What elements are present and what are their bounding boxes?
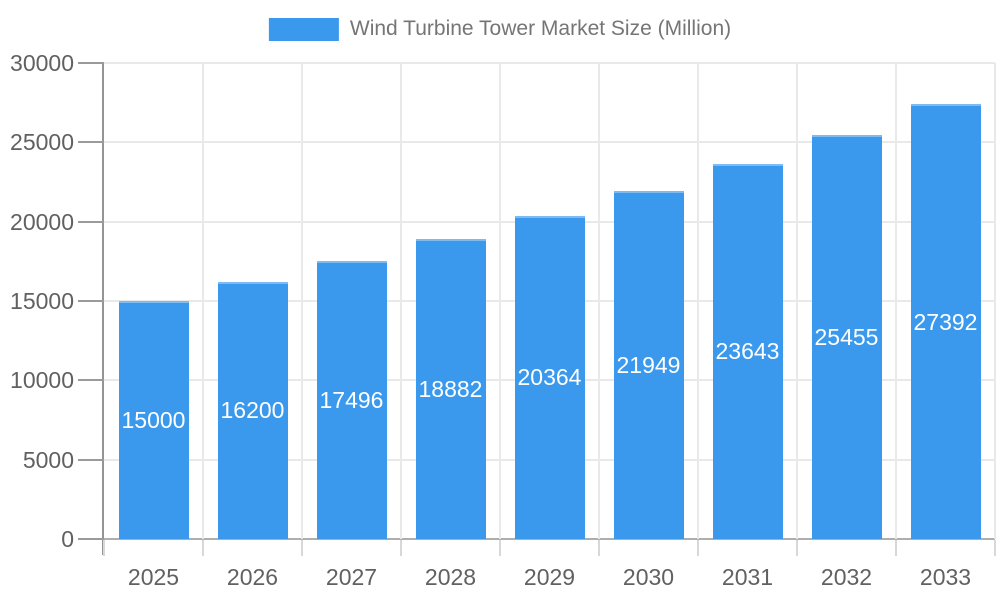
y-axis-tick <box>78 379 104 382</box>
x-axis-tick <box>697 540 699 556</box>
x-axis-line <box>104 538 995 540</box>
bar-2028[interactable] <box>415 239 486 539</box>
x-axis-tick <box>499 540 501 556</box>
gridline-vertical <box>697 63 699 539</box>
gridline-vertical <box>202 63 204 539</box>
y-tick-label: 0 <box>61 526 74 552</box>
x-tick-label: 2029 <box>523 564 576 590</box>
x-axis-tick <box>103 540 105 556</box>
y-tick-label: 25000 <box>10 129 74 156</box>
x-tick-label: 2033 <box>919 564 972 590</box>
y-tick-label: 5000 <box>22 446 74 473</box>
x-axis-tick <box>895 540 897 556</box>
bar-2025[interactable] <box>118 301 189 539</box>
y-tick-label: 20000 <box>10 208 74 235</box>
x-tick-label: 2027 <box>325 564 378 590</box>
legend[interactable]: Wind Turbine Tower Market Size (Million) <box>268 17 732 41</box>
bar-2032[interactable] <box>811 135 882 539</box>
x-tick-label: 2031 <box>721 564 774 590</box>
y-axis-tick <box>78 220 104 223</box>
x-axis-tick <box>202 540 204 556</box>
gridline-horizontal <box>104 62 995 64</box>
y-axis-tick <box>78 300 104 302</box>
gridline-vertical <box>301 63 303 539</box>
y-axis-line <box>102 63 104 555</box>
bar-2030[interactable] <box>613 190 684 539</box>
y-axis-tick <box>78 62 104 64</box>
x-axis-tick <box>796 540 798 556</box>
gridline-vertical <box>400 63 402 539</box>
bar-2026[interactable] <box>217 281 288 539</box>
y-axis-tick <box>78 458 104 461</box>
x-axis-tick <box>598 540 600 556</box>
x-axis-tick <box>400 540 402 556</box>
plot-area: 0 5000 10000 15000 20000 25000 30000 15000 2025 1… <box>10 50 996 590</box>
gridline-vertical <box>796 63 798 539</box>
bar-2029[interactable] <box>514 215 585 539</box>
x-axis-tick <box>301 540 303 556</box>
bar-2027[interactable] <box>316 261 387 539</box>
y-tick-label: 30000 <box>10 50 74 76</box>
y-axis-tick <box>78 141 104 144</box>
x-axis-tick <box>994 540 996 556</box>
y-tick-label: 10000 <box>10 367 74 394</box>
gridline-horizontal <box>104 141 995 144</box>
x-tick-label: 2028 <box>424 564 477 590</box>
legend-label[interactable]: Wind Turbine Tower Market Size (Million) <box>349 17 732 40</box>
y-tick-label: 15000 <box>10 288 74 314</box>
x-tick-label: 2030 <box>622 564 675 590</box>
bar-2031[interactable] <box>712 163 783 539</box>
gridline-vertical <box>994 63 996 539</box>
y-axis-tick <box>78 538 104 540</box>
x-tick-label: 2026 <box>226 564 279 590</box>
x-tick-label: 2032 <box>820 564 873 590</box>
legend-swatch-icon[interactable] <box>268 17 339 41</box>
gridline-vertical <box>598 63 600 539</box>
bar-2033[interactable] <box>910 104 981 539</box>
gridline-vertical <box>499 63 501 539</box>
gridline-vertical <box>895 63 897 539</box>
x-tick-label: 2025 <box>127 564 180 590</box>
